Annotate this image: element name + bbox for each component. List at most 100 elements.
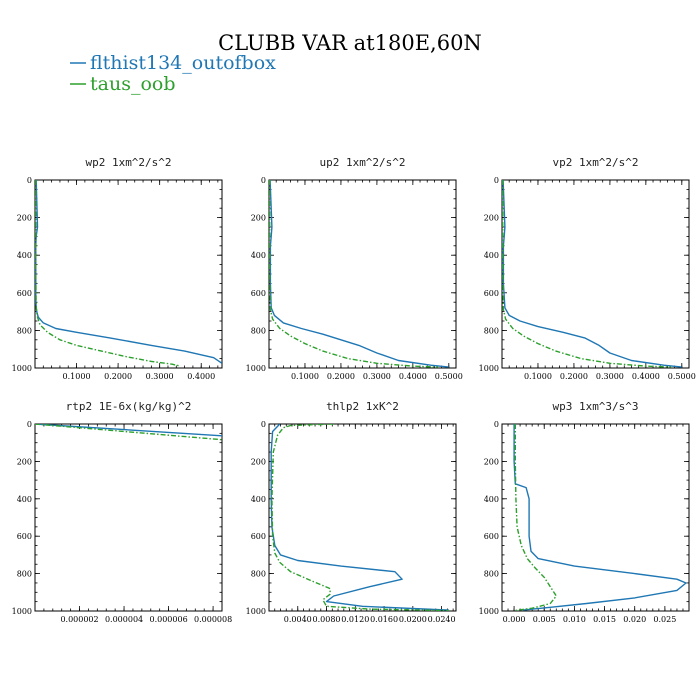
y-tick-label: 600 <box>251 289 266 298</box>
x-tick-label: 0.010 <box>563 615 586 624</box>
y-tick-label: 200 <box>251 214 266 223</box>
y-tick-label: 1000 <box>246 364 266 373</box>
series-line-1 <box>35 180 181 367</box>
panel-2: vp2 1xm^2/s^2 0 200 400 600 800 1000 0.1000 0.20… <box>479 156 696 381</box>
y-tick-label: 800 <box>17 570 32 579</box>
x-tick-label: 0.5000 <box>435 372 463 381</box>
series-line-1 <box>269 180 439 368</box>
y-tick-label: 0 <box>27 420 32 429</box>
x-tick-label: 0.020 <box>623 615 646 624</box>
panel-title: wp3 1xm^3/s^3 <box>552 400 638 413</box>
x-tick-label: 0.0080 <box>313 615 341 624</box>
series-line-1 <box>502 180 672 368</box>
x-tick-label: 0.1000 <box>63 372 91 381</box>
y-tick-label: 0 <box>261 176 266 185</box>
x-tick-label: 0.005 <box>533 615 556 624</box>
y-tick-label: 200 <box>17 214 32 223</box>
series-line-0 <box>35 180 222 364</box>
y-tick-label: 800 <box>251 326 266 335</box>
x-tick-label: 0.3000 <box>363 372 391 381</box>
panel-title: rtp2 1E-6x(kg/kg)^2 <box>66 400 192 413</box>
x-tick-label: 0.0040 <box>284 615 312 624</box>
y-tick-label: 1000 <box>246 607 266 616</box>
y-tick-label: 1000 <box>479 607 499 616</box>
x-tick-label: 0.1000 <box>524 372 552 381</box>
x-tick-label: 0.5000 <box>668 372 696 381</box>
x-tick-label: 0.0240 <box>428 615 456 624</box>
y-tick-label: 200 <box>251 457 266 466</box>
plot-frame <box>34 179 223 369</box>
y-tick-label: 400 <box>251 495 266 504</box>
panel-5: wp3 1xm^3/s^3 0 200 400 600 800 1000 0.000 0.005… <box>479 400 690 624</box>
y-tick-label: 800 <box>484 326 499 335</box>
x-tick-label: 0.000006 <box>149 615 187 624</box>
legend: flthist134_outofbox taus_oob <box>70 52 276 95</box>
x-tick-label: 0.3000 <box>146 372 174 381</box>
plot-frame <box>501 423 690 612</box>
y-tick-label: 0 <box>27 176 32 185</box>
x-tick-label: 0.0200 <box>399 615 427 624</box>
plot-frame <box>268 423 457 612</box>
series-line-0 <box>502 180 682 368</box>
series-line-0 <box>513 424 687 611</box>
panel-title: wp2 1xm^2/s^2 <box>85 156 171 169</box>
y-tick-label: 0 <box>494 176 499 185</box>
panel-4: thlp2 1xK^2 0 200 400 600 800 1000 0.0040 0.0080… <box>246 400 457 624</box>
series-line-0 <box>269 180 449 368</box>
y-tick-label: 1000 <box>12 364 32 373</box>
figure-title: CLUBB VAR at180E,60N <box>218 31 482 55</box>
x-tick-label: 0.0160 <box>370 615 398 624</box>
y-tick-label: 600 <box>484 532 499 541</box>
panel-3: rtp2 1E-6x(kg/kg)^2 0 200 400 600 800 1000 0.00… <box>12 400 233 624</box>
x-tick-label: 0.015 <box>593 615 616 624</box>
y-tick-label: 200 <box>17 457 32 466</box>
x-tick-label: 0.1000 <box>291 372 319 381</box>
x-tick-label: 0.2000 <box>327 372 355 381</box>
panel-0: wp2 1xm^2/s^2 0 200 400 600 800 1000 0.1000 0.20… <box>12 156 223 381</box>
x-tick-label: 0.000002 <box>60 615 98 624</box>
legend-label-1: taus_oob <box>90 73 176 95</box>
y-tick-label: 400 <box>484 251 499 260</box>
series-line-0 <box>35 424 222 437</box>
y-tick-label: 800 <box>251 570 266 579</box>
y-tick-label: 400 <box>484 495 499 504</box>
x-tick-label: 0.025 <box>653 615 676 624</box>
x-tick-label: 0.2000 <box>560 372 588 381</box>
y-tick-label: 400 <box>17 251 32 260</box>
series-line-1 <box>35 424 222 441</box>
panel-title: thlp2 1xK^2 <box>326 400 399 413</box>
panel-1: up2 1xm^2/s^2 0 200 400 600 800 1000 0.1000 0.20… <box>246 156 463 381</box>
y-tick-label: 600 <box>251 532 266 541</box>
y-tick-label: 400 <box>251 251 266 260</box>
panel-title: vp2 1xm^2/s^2 <box>552 156 638 169</box>
series-line-1 <box>514 424 557 611</box>
x-tick-label: 0.000 <box>503 615 526 624</box>
x-tick-label: 0.0120 <box>341 615 369 624</box>
y-tick-label: 200 <box>484 214 499 223</box>
x-tick-label: 0.2000 <box>104 372 132 381</box>
legend-label-0: flthist134_outofbox <box>90 52 276 74</box>
plot-frame <box>34 423 223 612</box>
y-tick-label: 0 <box>261 420 266 429</box>
x-tick-label: 0.3000 <box>596 372 624 381</box>
y-tick-label: 600 <box>484 289 499 298</box>
x-tick-label: 0.4000 <box>632 372 660 381</box>
y-tick-label: 200 <box>484 457 499 466</box>
y-tick-label: 400 <box>17 495 32 504</box>
y-tick-label: 0 <box>494 420 499 429</box>
x-tick-label: 0.4000 <box>399 372 427 381</box>
panel-title: up2 1xm^2/s^2 <box>319 156 405 169</box>
series-line-1 <box>271 424 449 611</box>
y-tick-label: 1000 <box>479 364 499 373</box>
y-tick-label: 800 <box>484 570 499 579</box>
y-tick-label: 600 <box>17 532 32 541</box>
x-tick-label: 0.000004 <box>105 615 143 624</box>
panels: wp2 1xm^2/s^2 0 200 400 600 800 1000 0.1000 0.20… <box>12 156 696 624</box>
x-tick-label: 0.4000 <box>187 372 215 381</box>
y-tick-label: 600 <box>17 289 32 298</box>
series-line-0 <box>270 424 449 611</box>
y-tick-label: 1000 <box>12 607 32 616</box>
x-tick-label: 0.000008 <box>194 615 232 624</box>
y-tick-label: 800 <box>17 326 32 335</box>
